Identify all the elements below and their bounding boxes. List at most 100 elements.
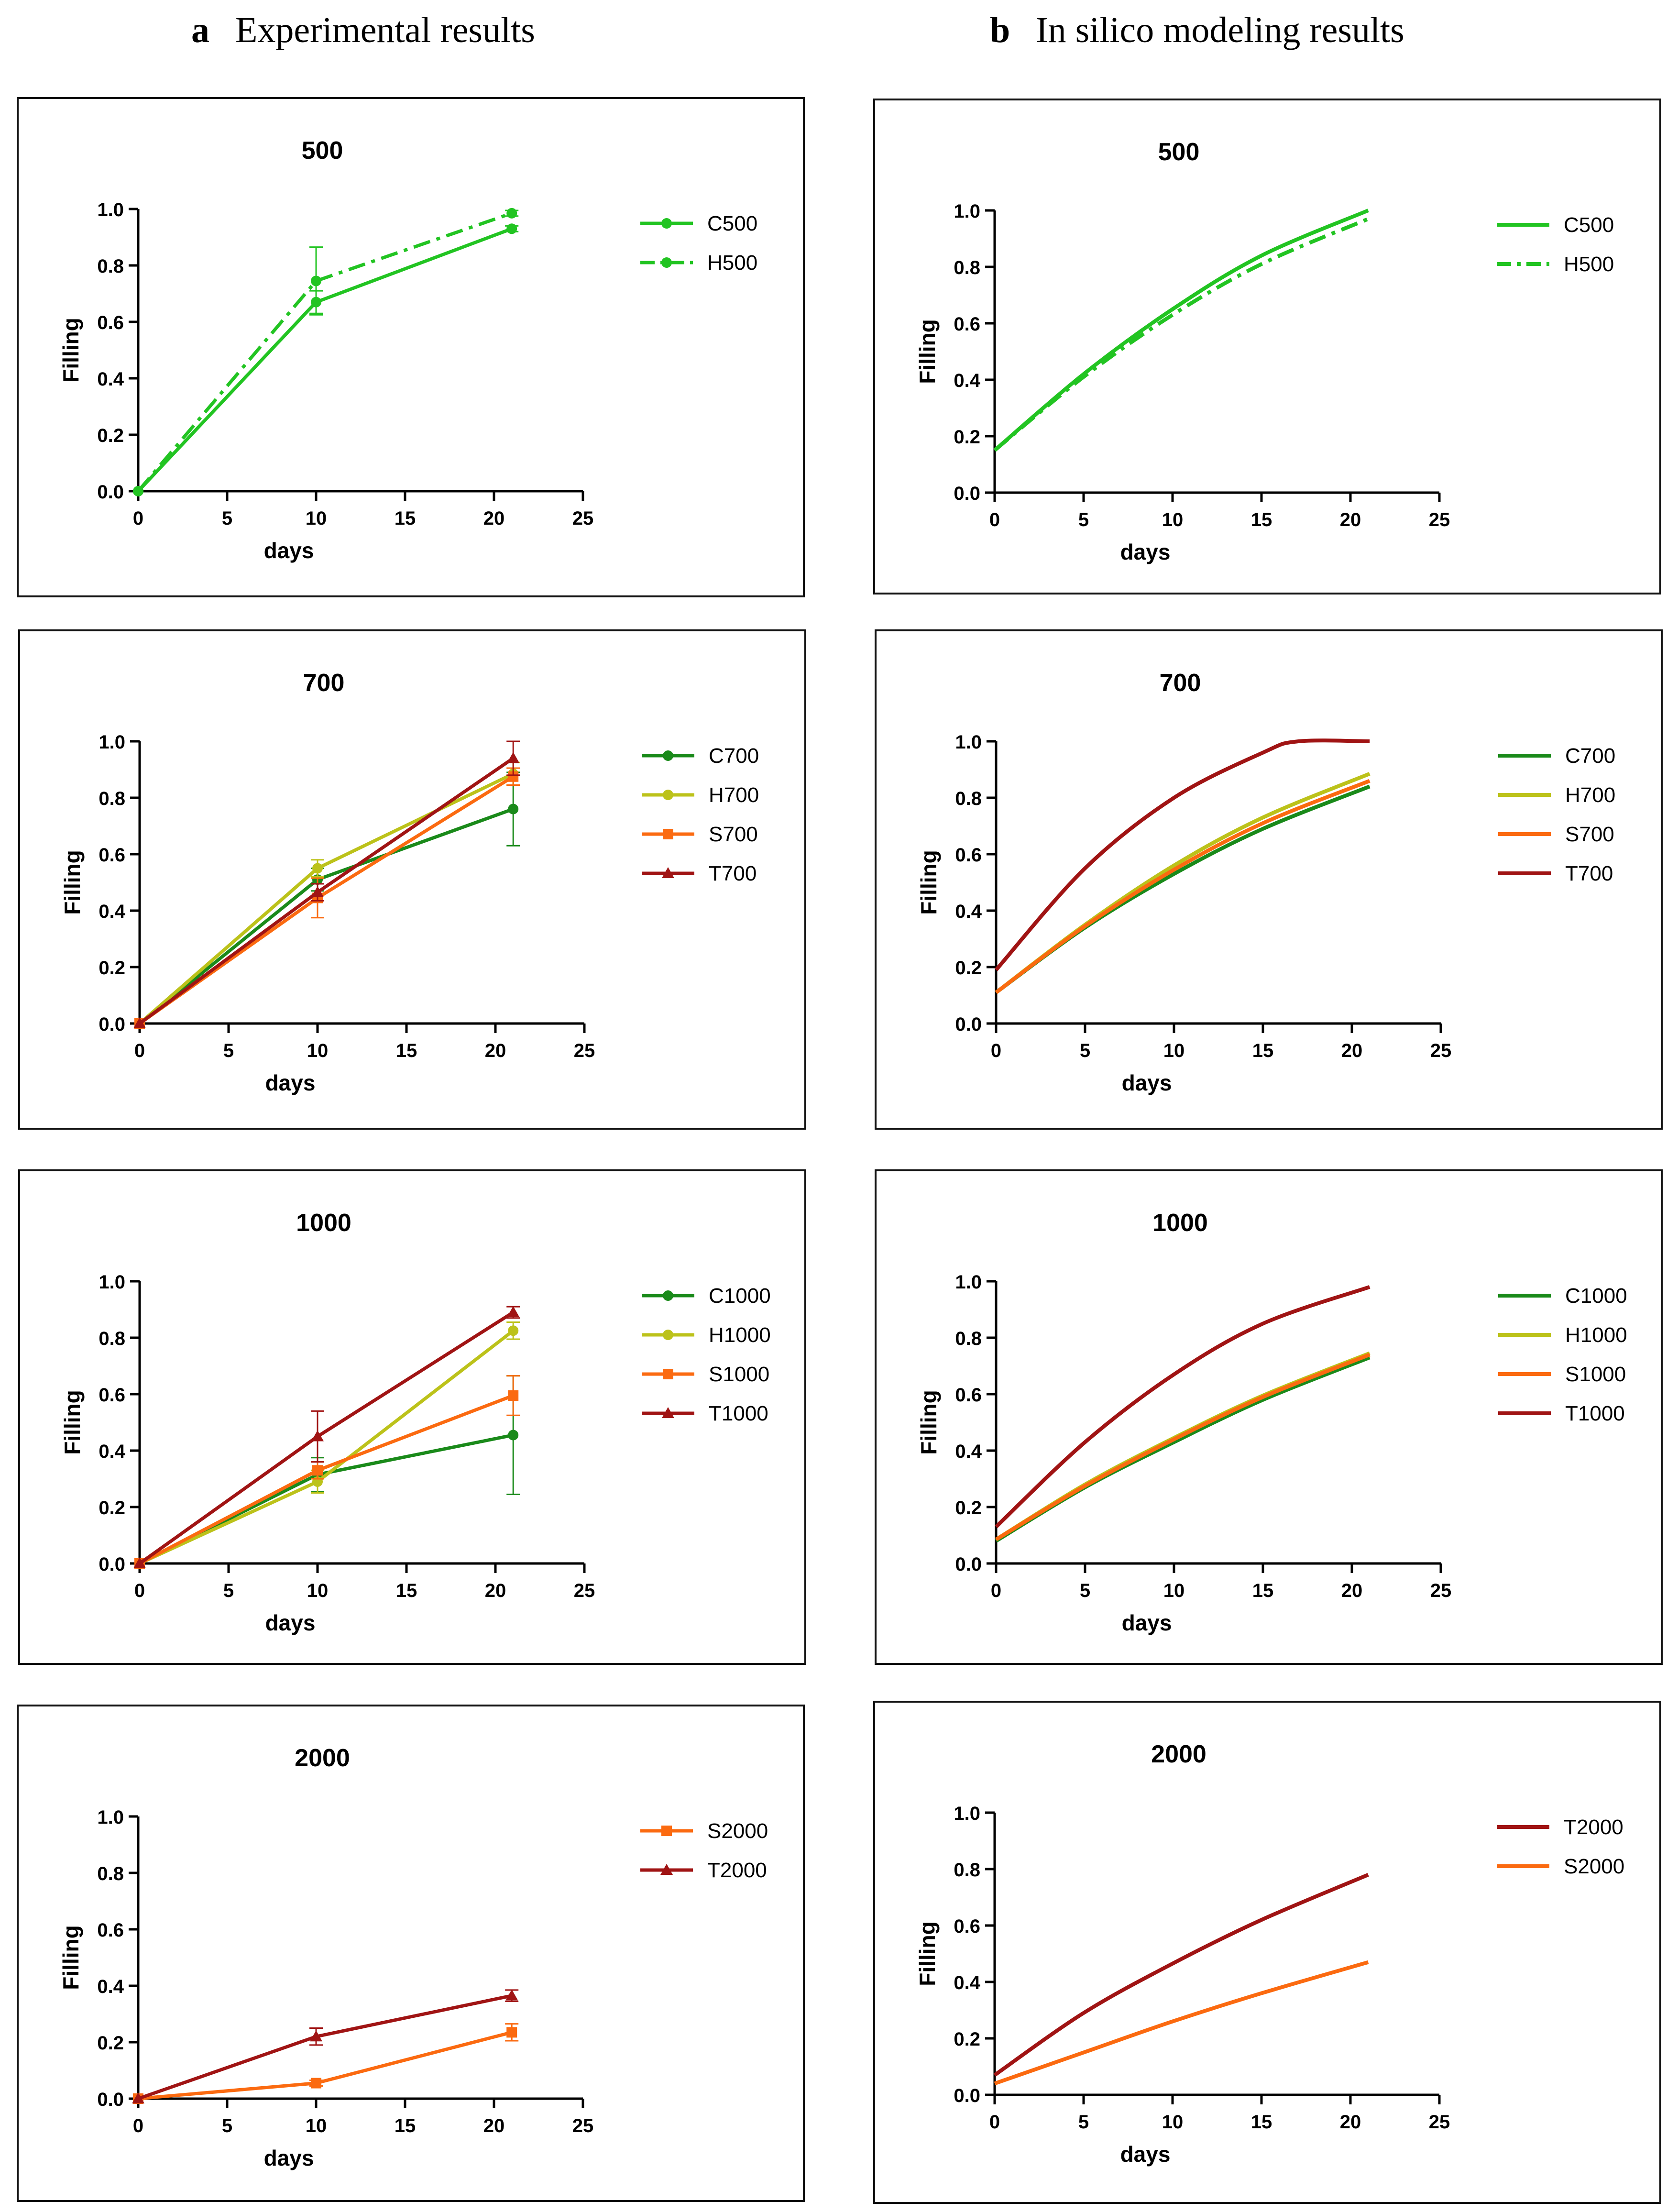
y-tick-label: 1.0 — [954, 201, 980, 222]
legend-entry-C700: C700 — [1498, 744, 1615, 768]
legend-entry-H1000: H1000 — [642, 1323, 771, 1347]
legend-entry-H500: H500 — [1497, 253, 1614, 276]
legend-label: C500 — [1564, 213, 1614, 237]
data-point-T700 — [507, 752, 520, 763]
y-axis-label: Filling — [60, 1390, 85, 1454]
data-point-C700 — [508, 803, 519, 814]
x-tick-label: 25 — [1429, 509, 1450, 530]
y-tick-label: 0.2 — [97, 425, 124, 446]
data-point-T700 — [311, 886, 324, 897]
panel-experimental-500: 500 0.0 0.2 0.4 0.6 0.8 1.0 0 5 10 15 20 25 days Filli… — [17, 97, 805, 597]
legend-entry-C500: C500 — [640, 212, 757, 235]
series-T700 — [994, 738, 1370, 971]
series-S700 — [134, 767, 520, 1029]
data-point-T2000 — [310, 2030, 322, 2042]
x-axis-label: days — [1120, 2142, 1171, 2167]
x-tick-label: 25 — [1430, 1580, 1452, 1601]
x-tick-label: 15 — [395, 2115, 416, 2136]
x-tick-label: 25 — [572, 508, 594, 529]
legend-entry-T700: T700 — [1498, 862, 1613, 885]
legend-entry-H700: H700 — [642, 783, 759, 807]
x-tick-label: 5 — [1080, 1040, 1090, 1061]
y-tick-label: 0.2 — [99, 1497, 125, 1519]
y-tick-label: 0.6 — [954, 1916, 980, 1937]
legend-entry-H1000: H1000 — [1498, 1323, 1627, 1347]
chart-experimental-1000: 1000 0.0 0.2 0.4 0.6 0.8 1.0 0 5 10 15 20 25 days Fill… — [60, 1209, 771, 1635]
data-point-H500 — [133, 486, 143, 496]
panel-experimental-2000: 2000 0.0 0.2 0.4 0.6 0.8 1.0 0 5 10 15 20 25 days Fill… — [17, 1705, 805, 2202]
legend-marker — [662, 867, 674, 878]
legend-marker — [663, 1330, 673, 1340]
series-C500 — [133, 223, 519, 496]
y-axis-label: Filling — [916, 1390, 941, 1454]
panel-experimental-700: 700 0.0 0.2 0.4 0.6 0.8 1.0 0 5 10 15 20 25 days Filli… — [18, 629, 806, 1130]
legend-label: S1000 — [709, 1363, 769, 1386]
x-tick-label: 15 — [1252, 1580, 1274, 1601]
y-axis-label: Filling — [58, 318, 83, 382]
legend-entry-S1000: S1000 — [1498, 1363, 1626, 1386]
x-tick-label: 10 — [1162, 2112, 1184, 2133]
legend-label: T1000 — [1565, 1402, 1625, 1425]
panel-simulated-700: 700 0.0 0.2 0.4 0.6 0.8 1.0 0 5 10 15 20 25 days Filli… — [875, 629, 1663, 1130]
series-line-C700 — [995, 784, 1371, 994]
x-tick-label: 25 — [574, 1580, 595, 1601]
y-tick-label: 0.4 — [97, 1976, 124, 1997]
x-tick-label: 0 — [989, 2112, 1000, 2133]
data-point-H500 — [311, 275, 321, 286]
x-tick-label: 0 — [991, 1040, 1001, 1061]
y-axis-label: Filling — [60, 850, 85, 914]
y-tick-label: 0.2 — [99, 957, 125, 979]
data-point-S2000 — [311, 2078, 321, 2089]
legend-marker — [663, 1290, 673, 1301]
x-axis-label: days — [1122, 1610, 1172, 1635]
chart-simulated-700: 700 0.0 0.2 0.4 0.6 0.8 1.0 0 5 10 15 20 25 days Filli… — [916, 669, 1615, 1095]
legend-marker — [661, 218, 672, 229]
series-line-T700 — [994, 738, 1370, 971]
x-tick-label: 10 — [1163, 1040, 1185, 1061]
chart-simulated-1000: 1000 0.0 0.2 0.4 0.6 0.8 1.0 0 5 10 15 20 25 days Fill… — [916, 1209, 1627, 1635]
legend-entry-T2000: T2000 — [1497, 1816, 1623, 1839]
legend-entry-S1000: S1000 — [642, 1363, 769, 1386]
y-tick-label: 0.6 — [955, 845, 982, 866]
series-line-C1000 — [995, 1355, 1371, 1543]
x-axis-label: days — [1120, 539, 1171, 564]
chart-experimental-2000: 2000 0.0 0.2 0.4 0.6 0.8 1.0 0 5 10 15 20 25 days Fill… — [58, 1744, 768, 2170]
x-tick-label: 25 — [572, 2115, 594, 2136]
y-tick-label: 0.0 — [955, 1554, 982, 1575]
series-T2000 — [993, 1873, 1369, 2077]
y-tick-label: 1.0 — [955, 732, 982, 753]
legend-label: T1000 — [709, 1402, 768, 1425]
data-point-T2000 — [132, 2092, 144, 2103]
x-tick-label: 10 — [307, 1040, 329, 1061]
panel-simulated-500: 500 0.0 0.2 0.4 0.6 0.8 1.0 0 5 10 15 20 25 days Filli… — [873, 99, 1661, 594]
legend-label: H700 — [709, 783, 759, 807]
x-tick-label: 20 — [1340, 2112, 1361, 2133]
series-H700 — [134, 761, 520, 1029]
panel-simulated-1000: 1000 0.0 0.2 0.4 0.6 0.8 1.0 0 5 10 15 20 25 days Fill… — [875, 1169, 1663, 1665]
column-header-text: In silico modeling results — [1036, 10, 1404, 50]
y-tick-label: 0.4 — [955, 901, 982, 922]
legend-label: S700 — [709, 823, 758, 846]
series-H500 — [133, 208, 519, 496]
chart-title: 2000 — [1151, 1740, 1206, 1768]
series-line-S1000 — [995, 1353, 1371, 1541]
x-tick-label: 0 — [134, 1040, 145, 1061]
legend-label: H500 — [1564, 253, 1614, 276]
series-line-T1000 — [138, 1310, 515, 1565]
legend-label: C700 — [709, 744, 759, 768]
y-tick-label: 0.6 — [99, 845, 125, 866]
series-S700 — [995, 779, 1371, 994]
legend-entry-H700: H700 — [1498, 783, 1615, 807]
x-tick-label: 0 — [991, 1580, 1001, 1601]
chart-simulated-2000: 2000 0.0 0.2 0.4 0.6 0.8 1.0 0 5 10 15 20 25 days Fill… — [915, 1740, 1624, 2167]
y-tick-label: 0.4 — [99, 901, 125, 922]
y-tick-label: 0.0 — [97, 2089, 124, 2110]
x-tick-label: 20 — [485, 1580, 506, 1601]
y-axis-label: Filling — [915, 1921, 940, 1986]
x-tick-label: 20 — [485, 1040, 506, 1061]
legend-marker — [663, 829, 673, 839]
series-S1000 — [995, 1353, 1371, 1541]
y-tick-label: 0.6 — [99, 1385, 125, 1406]
data-point-C500 — [506, 223, 517, 234]
y-axis-label: Filling — [915, 319, 940, 384]
